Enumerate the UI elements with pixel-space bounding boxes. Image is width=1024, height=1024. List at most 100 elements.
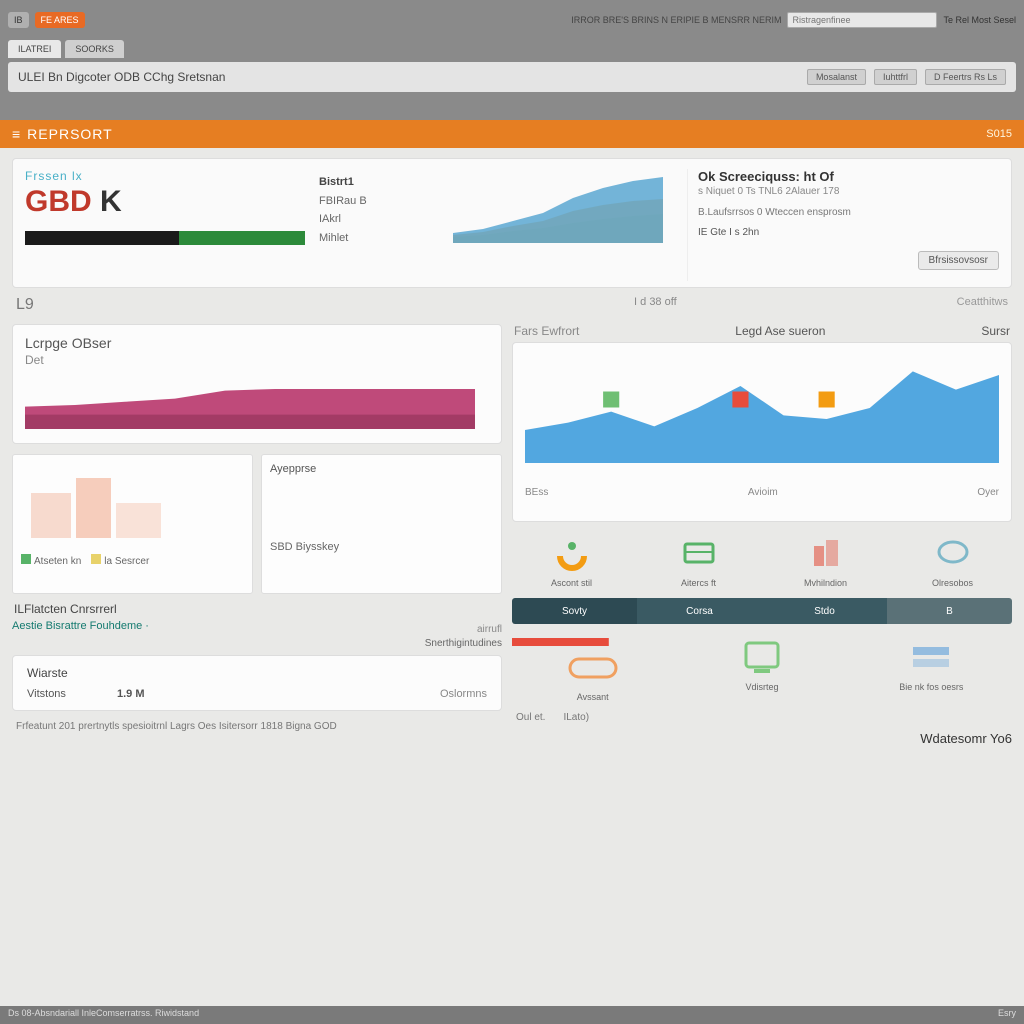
tab-label: FE ARES: [41, 15, 79, 25]
segment-button[interactable]: B: [887, 598, 1012, 624]
thumb-legend: Atseten kn la Sesrcer: [21, 554, 244, 567]
smile-icon: [512, 534, 631, 574]
card-title: Lcrpge OBser: [25, 335, 489, 351]
thumb-card[interactable]: Ayepprse SBD Biysskey: [261, 454, 502, 594]
kpi-right-sub: s Niquet 0 Ts TNL6 2Alauer 178: [698, 186, 999, 197]
right-chart-card: BEss Avioim Oyer: [512, 342, 1012, 522]
kpi-value-left: GBD: [25, 185, 92, 218]
section-sublink[interactable]: Aestie Bisrattre Fouhdeme ·: [12, 620, 477, 632]
left-chart-card: Lcrpge OBser Det: [12, 324, 502, 444]
card-title: Wiarste: [27, 666, 487, 680]
icon-label: Mvhilndion: [766, 578, 885, 588]
section-right-top: airrufl: [477, 624, 502, 635]
addr-badge[interactable]: D Feertrs Rs Ls: [925, 69, 1006, 85]
tab-chip[interactable]: IB: [8, 12, 29, 28]
page-header-bar: ≡ REPRSORT S015: [0, 120, 1024, 148]
sketch-icon: [851, 638, 1012, 678]
chart-x-labels: BEss Avioim Oyer: [525, 487, 999, 498]
sketch-cell[interactable]: Bie nk fos oesrs: [851, 638, 1012, 702]
subline-right[interactable]: Ceatthitws: [957, 296, 1008, 314]
url-text[interactable]: ULEI Bn Digcoter ODB CChg Sretsnan: [18, 70, 799, 84]
rc-label[interactable]: Legd Ase sueron: [735, 324, 825, 338]
kpi-mid-list: Bistrt1 FBIRau B IAkrl Mihlet: [319, 169, 439, 281]
segmented-bar: SovtyCorsaStdoB: [512, 598, 1012, 624]
building-icon: [766, 534, 885, 574]
right-column: Fars Ewfrort Legd Ase sueron Sursr BEss …: [512, 324, 1012, 746]
right-footer-labels: Oul et. ILato): [512, 712, 1012, 723]
kpi-mid-item: Mihlet: [319, 229, 439, 248]
tab-chip-active[interactable]: FE ARES: [35, 12, 85, 28]
sketch-icon: [512, 648, 673, 688]
sketch-cell[interactable]: Vdisrteg: [681, 638, 842, 702]
kpi-mid-item: IAkrl: [319, 210, 439, 229]
browser-chrome: IB FE ARES IRROR BRE'S BRINS N ERIPIE B …: [0, 0, 1024, 120]
metric-icon-cell[interactable]: Aitercs ft: [639, 534, 758, 588]
browser-tab[interactable]: SOORKS: [65, 40, 124, 58]
thumb-image: [270, 475, 493, 535]
sketch-label: Bie nk fos oesrs: [851, 682, 1012, 692]
segment-button[interactable]: Corsa: [637, 598, 762, 624]
brand-text: Wdatesomr Yo6: [512, 731, 1012, 746]
thumb-card[interactable]: Atseten kn la Sesrcer: [12, 454, 253, 594]
bubble-icon: [893, 534, 1012, 574]
row-value: 1.9 M: [117, 688, 145, 700]
kpi-value-right: K: [100, 185, 122, 218]
x-label: BEss: [525, 487, 548, 498]
kpi-right-title: Ok Screeciquss: ht Of: [698, 169, 999, 184]
two-column-area: Lcrpge OBser Det Atseten kn la Sesrcer A…: [12, 324, 1012, 746]
status-right: Esry: [998, 1008, 1016, 1022]
metric-icon-cell[interactable]: Mvhilndion: [766, 534, 885, 588]
sketch-icon: [681, 638, 842, 678]
status-bar: Ds 08-Absndariall InleComserratrss. Riwi…: [0, 1006, 1024, 1024]
thumb-mid: SBD Biysskey: [270, 541, 493, 553]
foot-label: ILato): [563, 712, 589, 723]
menu-icon[interactable]: ≡: [12, 126, 21, 142]
rc-label[interactable]: Sursr: [981, 324, 1010, 338]
card-subtitle: Det: [25, 353, 489, 367]
left-area-chart: [25, 373, 489, 433]
chrome-top-row: IB FE ARES IRROR BRE'S BRINS N ERIPIE B …: [8, 6, 1016, 34]
kpi-mid-head: Bistrt1: [319, 173, 439, 192]
thumb-row: Atseten kn la Sesrcer Ayepprse SBD Biyss…: [12, 454, 502, 594]
row-right: Oslormns: [440, 688, 487, 700]
addr-badge[interactable]: Mosalanst: [807, 69, 866, 85]
segment-button[interactable]: Stdo: [762, 598, 887, 624]
legend-label: la Sesrcer: [104, 556, 149, 567]
row-label: Vitstons: [27, 688, 117, 700]
kpi-value: GBD K: [25, 185, 305, 219]
page-title-text: REPRSORT: [27, 126, 113, 142]
thumb-header: Ayepprse: [270, 463, 493, 475]
metric-icon-cell[interactable]: Ascont stil: [512, 534, 631, 588]
kpi-right-button[interactable]: Bfrsissovsosr: [918, 251, 999, 270]
page-title: ≡ REPRSORT: [12, 126, 113, 142]
x-label: Avioim: [748, 487, 778, 498]
icon-row: Ascont stilAitercs ft Mvhilndion Olresobos: [512, 534, 1012, 588]
left-footer-text: Frfeatunt 201 prertnytls spesioitrnl Lag…: [12, 721, 502, 732]
kpi-strip: Frssen lx GBD K Bistrt1 FBIRau B IAkrl M…: [12, 158, 1012, 288]
legend-label: Atseten kn: [34, 556, 81, 567]
segment-button[interactable]: Sovty: [512, 598, 637, 624]
left-column: Lcrpge OBser Det Atseten kn la Sesrcer A…: [12, 324, 502, 746]
page: ≡ REPRSORT S015 Frssen lx GBD K Bistrt1 …: [0, 120, 1024, 1024]
kpi-right-extra: IE Gte I s 2hn: [698, 225, 999, 241]
subline-mid: I d 38 off: [634, 296, 677, 314]
address-bar: ULEI Bn Digcoter ODB CChg Sretsnan Mosal…: [8, 62, 1016, 92]
chrome-search-input[interactable]: [787, 12, 937, 28]
section-header: ILFlatcten Cnrsrrerl: [14, 602, 500, 616]
metric-icon-cell[interactable]: Olresobos: [893, 534, 1012, 588]
kpi-right-line: B.Laufsrrsos 0 Wteccen ensprosm: [698, 205, 999, 221]
sketch-cell[interactable]: Avssant: [512, 638, 673, 702]
kpi-mid-item: FBIRau B: [319, 192, 439, 211]
kpi-right-panel: Ok Screeciquss: ht Of s Niquet 0 Ts TNL6…: [687, 169, 999, 281]
x-label: Oyer: [977, 487, 999, 498]
chrome-tab-row: ILATREI SOORKS: [8, 40, 1016, 58]
thumb-image: [21, 463, 244, 548]
browser-tab[interactable]: ILATREI: [8, 40, 61, 58]
subline-left: L9: [16, 296, 34, 314]
kpi-bar: [25, 231, 305, 245]
sketch-row: Avssant Vdisrteg Bie nk fos oesrs: [512, 638, 1012, 702]
sketch-label: Avssant: [512, 692, 673, 702]
icon-label: Olresobos: [893, 578, 1012, 588]
addr-badge[interactable]: Iuhttfrl: [874, 69, 917, 85]
section-right-line: Snerthigintudines: [12, 638, 502, 649]
